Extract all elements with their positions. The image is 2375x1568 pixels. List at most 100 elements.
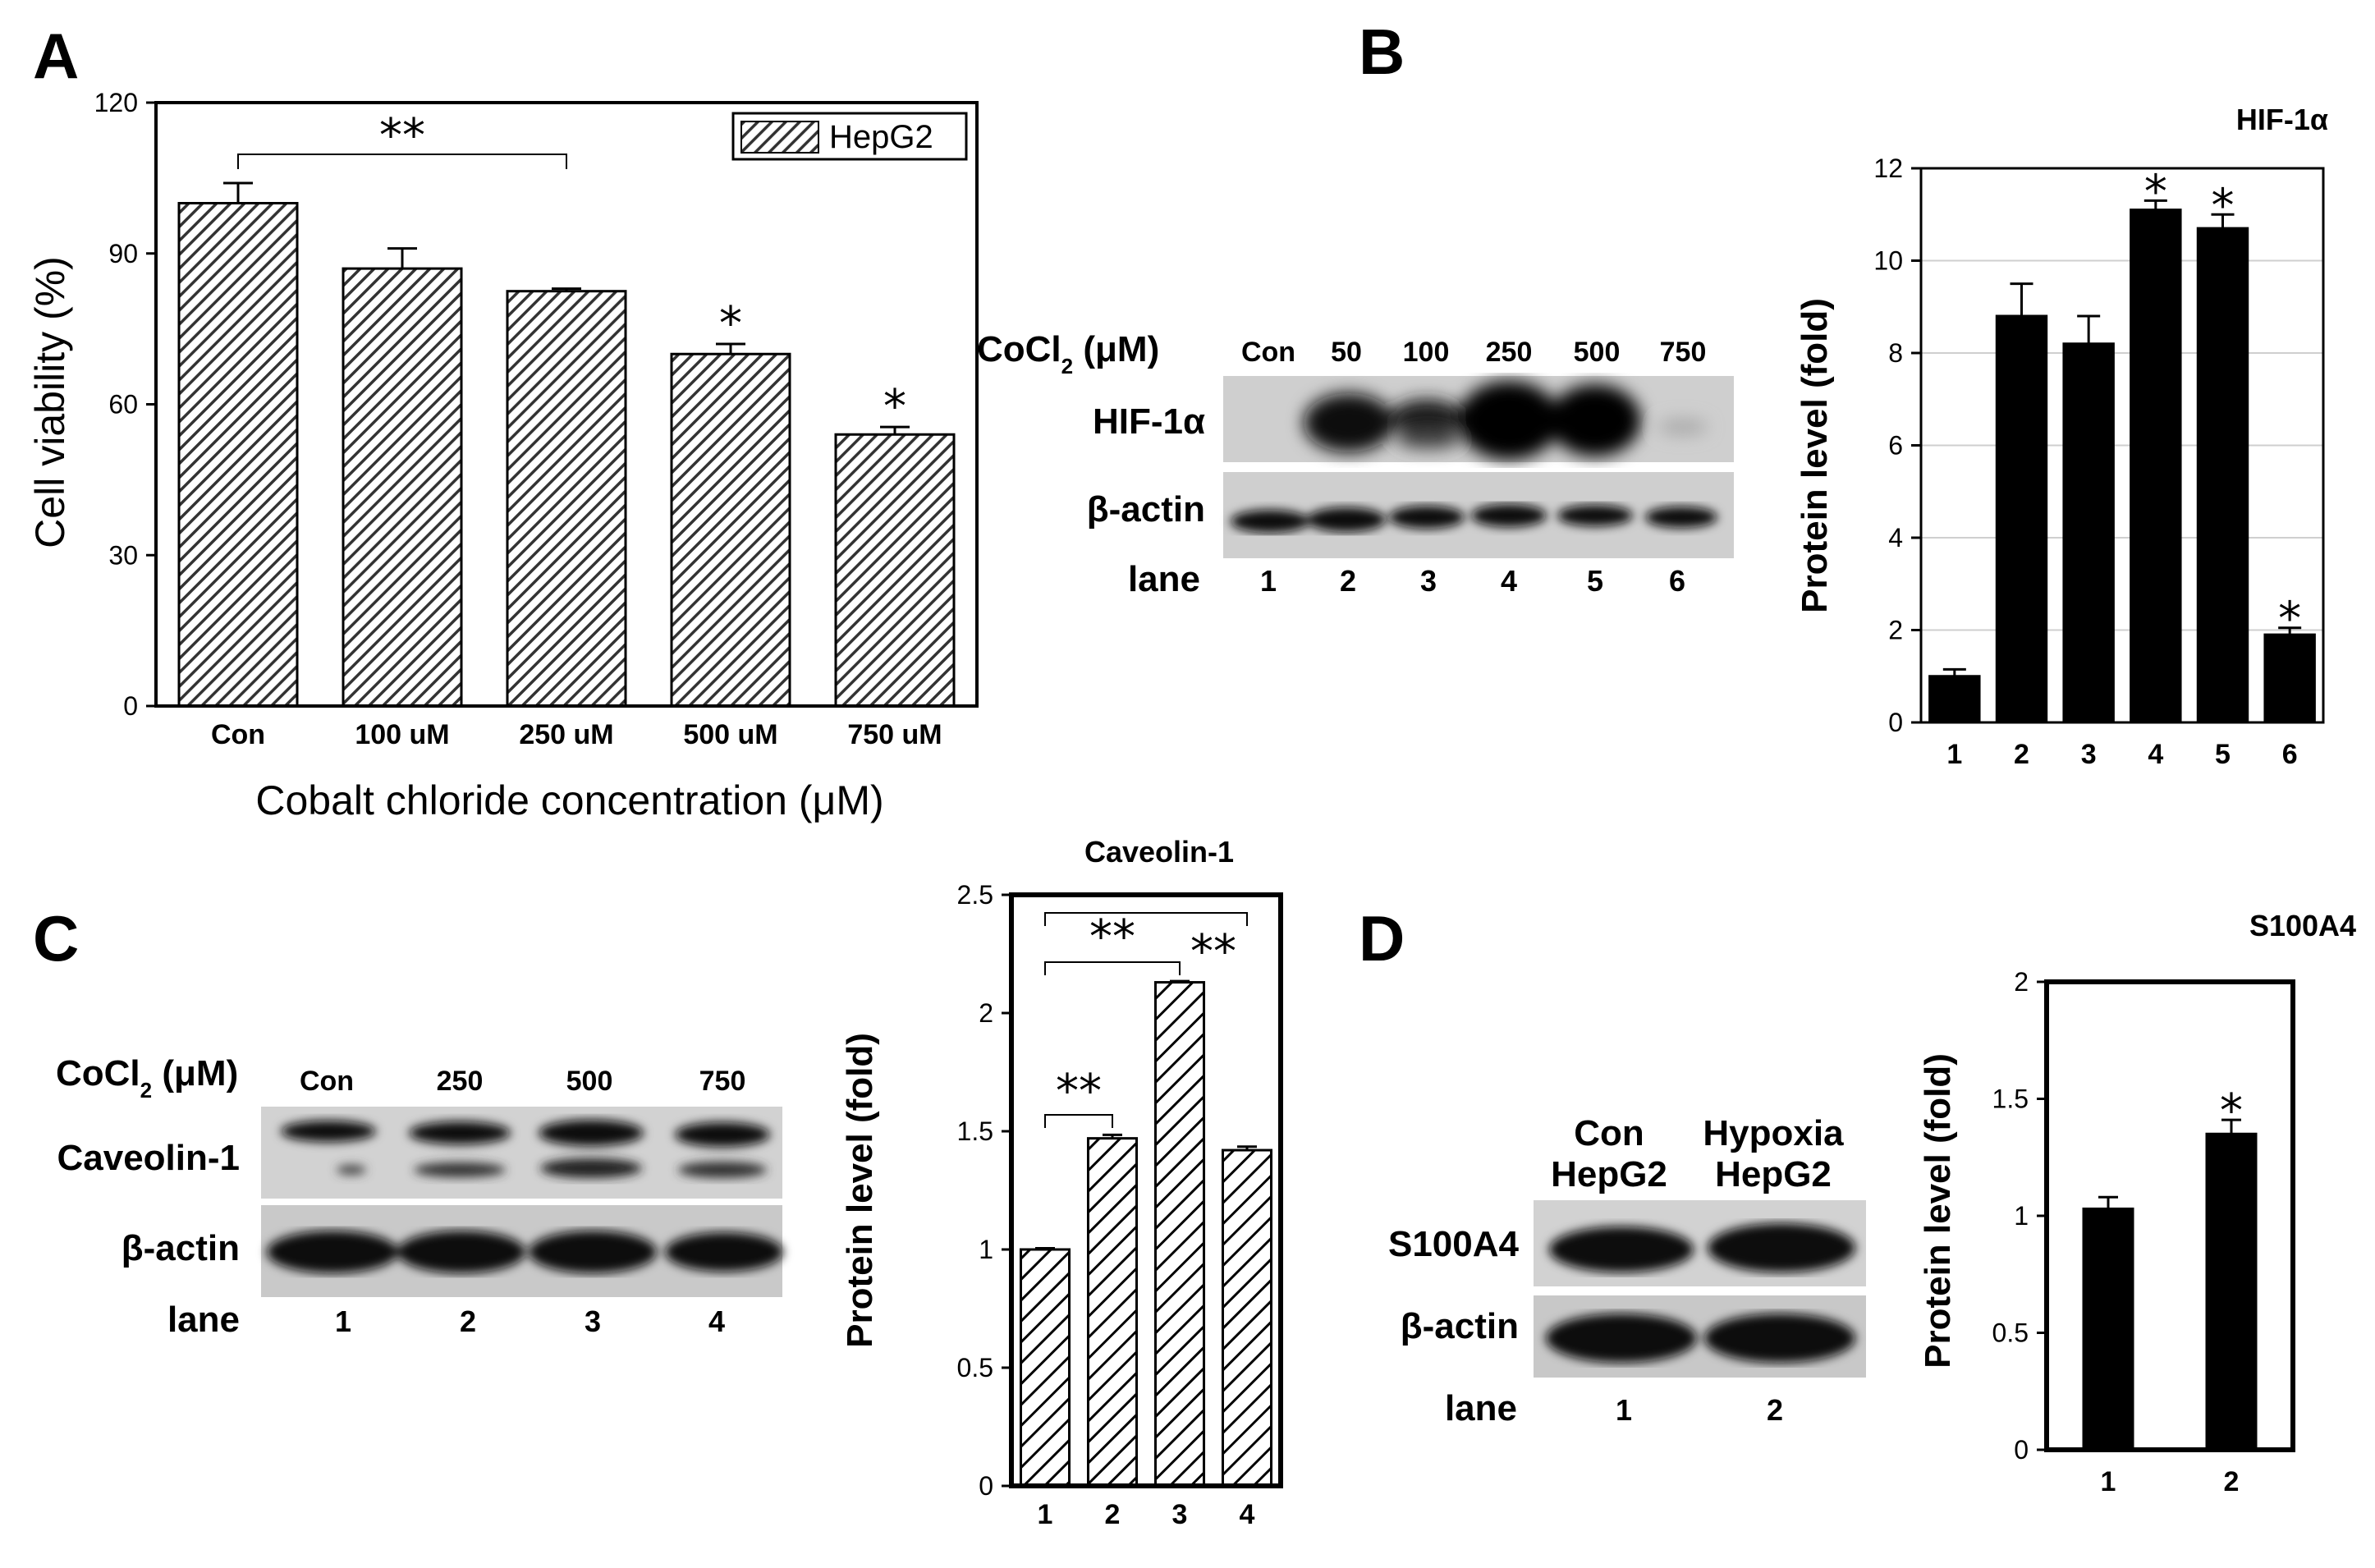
blot-d-lane-1: 2 bbox=[1767, 1393, 1783, 1427]
chart-d-ytick-0: 0 bbox=[2014, 1435, 2029, 1465]
chart-a-xtick-3: 500 uM bbox=[683, 719, 777, 750]
chart-b-bar-3 bbox=[2130, 209, 2182, 724]
chart-b-ytick-3: 6 bbox=[1888, 431, 1903, 461]
blot-d-bands-1 bbox=[1546, 1314, 1855, 1363]
chart-a-ytick-1: 30 bbox=[108, 540, 138, 570]
chart-a-bar-1 bbox=[342, 267, 463, 708]
blot-c-lane-label: lane bbox=[167, 1300, 240, 1340]
blot-c-col-2: 500 bbox=[566, 1066, 613, 1097]
blot-b-bands-1 bbox=[1231, 504, 1717, 533]
chart-d-star-1: * bbox=[2220, 1084, 2243, 1138]
chart-b-bar-5 bbox=[2263, 633, 2316, 724]
chart-a-ytick-0: 0 bbox=[123, 691, 138, 721]
chart-c-bracket-stars-1: ** bbox=[1089, 910, 1135, 964]
chart-a-xtick-4: 750 uM bbox=[847, 719, 942, 750]
chart-a-xtick-0: Con bbox=[211, 719, 265, 750]
blot-b-lane-2: 3 bbox=[1420, 564, 1437, 598]
blot-c-bands-0 bbox=[281, 1120, 770, 1178]
blot-c-membrane-0 bbox=[261, 1107, 782, 1199]
blot-d-row-0: S100A4 bbox=[1388, 1224, 1520, 1264]
chart-b-xtick-5: 6 bbox=[2282, 739, 2298, 770]
chart-b-bar-0 bbox=[1928, 675, 1981, 724]
chart-a-bar-2 bbox=[506, 290, 627, 708]
blot-c: CoCl2 (μM) Con 250 500 750 Caveolin-1 β-… bbox=[56, 1053, 783, 1340]
blot-b-row-0: HIF-1α bbox=[1093, 401, 1205, 442]
blot-c-col-0: Con bbox=[300, 1066, 354, 1097]
chart-b-ytick-1: 2 bbox=[1888, 616, 1903, 645]
chart-d: 1 2 * 0 0.5 1 1.5 2 S100A4 Protein level (fold) bbox=[1918, 909, 2356, 1497]
chart-b-title: HIF-1α bbox=[2236, 103, 2328, 136]
chart-c-significance-bracket-2 bbox=[1044, 912, 1248, 926]
chart-b-star-3: * bbox=[2144, 165, 2167, 218]
blot-c-row-0: Caveolin-1 bbox=[57, 1138, 240, 1178]
blot-b-col-1: 50 bbox=[1331, 337, 1362, 368]
blot-b-col-2: 100 bbox=[1403, 337, 1450, 368]
blot-d-lane-0: 1 bbox=[1616, 1393, 1632, 1427]
blot-b-col-0: Con bbox=[1241, 337, 1295, 368]
chart-c-bracket-stars-2: ** bbox=[1190, 925, 1236, 979]
blot-d-bands-0 bbox=[1549, 1223, 1855, 1272]
panel-label-d: D bbox=[1359, 902, 1405, 974]
blot-d-col-0-line2: HepG2 bbox=[1551, 1154, 1667, 1194]
blot-c-treatment-label: CoCl2 (μM) bbox=[56, 1053, 238, 1103]
chart-c: 1 2 3 4 0 0.5 1 1.5 2 2.5 ** ** ** Caveolin-1 Protei… bbox=[840, 835, 1283, 1530]
panel-label-b: B bbox=[1359, 16, 1405, 88]
blot-b-col-4: 500 bbox=[1574, 337, 1621, 368]
blot-b-lane-4: 5 bbox=[1587, 564, 1603, 598]
chart-a-xtick-2: 250 uM bbox=[519, 719, 613, 750]
chart-a-legend-swatch bbox=[740, 121, 819, 154]
chart-a-legend-label: HepG2 bbox=[829, 119, 933, 155]
chart-c-xtick-2: 3 bbox=[1172, 1499, 1188, 1530]
chart-d-ytick-1: 0.5 bbox=[1992, 1318, 2029, 1348]
chart-d-ylabel: Protein level (fold) bbox=[1918, 1053, 1958, 1369]
chart-a-ytick-3: 90 bbox=[108, 239, 138, 268]
chart-c-xtick-3: 4 bbox=[1240, 1499, 1255, 1530]
blot-d: Con HepG2 Hypoxia HepG2 S100A4 β-actin l… bbox=[1388, 1113, 1866, 1428]
chart-a-xlabel: Cobalt chloride concentration (μM) bbox=[255, 777, 883, 823]
chart-a-significance-bracket bbox=[237, 154, 567, 169]
blot-b-lane-3: 4 bbox=[1501, 564, 1517, 598]
chart-c-significance-bracket-0 bbox=[1044, 1114, 1113, 1128]
chart-a-ylabel: Cell viability (%) bbox=[27, 256, 73, 548]
chart-c-marks: 1 2 3 4 0 0.5 1 1.5 2 2.5 ** ** ** bbox=[957, 880, 1283, 1530]
blot-b-lane-0: 1 bbox=[1260, 564, 1277, 598]
chart-c-title: Caveolin-1 bbox=[1084, 835, 1234, 869]
chart-b-ytick-4: 8 bbox=[1888, 338, 1903, 368]
chart-b-star-4: * bbox=[2212, 179, 2235, 232]
chart-a-marks: Con 100 uM 250 uM 500 uM * 750 uM * 0 30 60 90 120 *… bbox=[94, 88, 979, 750]
blot-d-lane-label: lane bbox=[1445, 1388, 1517, 1428]
chart-d-ytick-3: 1.5 bbox=[1992, 1084, 2029, 1114]
blot-b: CoCl2 (μM) Con 50 100 250 500 750 HIF-1α… bbox=[977, 329, 1734, 599]
chart-d-xtick-0: 1 bbox=[2101, 1466, 2116, 1497]
chart-c-bracket-stars-0: ** bbox=[1056, 1065, 1102, 1118]
panel-label-c: C bbox=[33, 902, 79, 974]
chart-b-bar-2 bbox=[2062, 342, 2115, 724]
blot-d-col-0-line1: Con bbox=[1574, 1113, 1644, 1153]
chart-b-ytick-0: 0 bbox=[1888, 708, 1903, 737]
chart-b-ytick-2: 4 bbox=[1888, 523, 1903, 552]
blot-d-row-1: β-actin bbox=[1401, 1306, 1519, 1346]
blot-c-col-1: 250 bbox=[437, 1066, 484, 1097]
chart-d-bar-1 bbox=[2205, 1132, 2258, 1451]
blot-d-col-1-line2: HepG2 bbox=[1715, 1154, 1832, 1194]
panel-label-a: A bbox=[33, 20, 79, 92]
blot-b-bands-0 bbox=[1304, 381, 1708, 460]
chart-d-ytick-4: 2 bbox=[2014, 967, 2029, 997]
blot-b-lane-1: 2 bbox=[1340, 564, 1356, 598]
chart-a-bar-0 bbox=[177, 202, 299, 708]
chart-c-ylabel: Protein level (fold) bbox=[840, 1033, 880, 1348]
chart-a-star-4: * bbox=[883, 380, 906, 433]
chart-d-bar-0 bbox=[2082, 1207, 2134, 1451]
chart-c-ytick-5: 2.5 bbox=[957, 880, 993, 910]
chart-b-xtick-4: 5 bbox=[2215, 739, 2231, 770]
chart-b-ytick-5: 10 bbox=[1873, 246, 1903, 276]
chart-d-title: S100A4 bbox=[2249, 909, 2356, 942]
blot-c-lane-3: 4 bbox=[708, 1304, 725, 1338]
chart-b-xtick-0: 1 bbox=[1946, 739, 1962, 770]
blot-b-treatment-label: CoCl2 (μM) bbox=[977, 329, 1159, 378]
chart-a-bar-3 bbox=[670, 352, 791, 708]
blot-c-col-3: 750 bbox=[699, 1066, 746, 1097]
chart-d-ytick-2: 1 bbox=[2014, 1201, 2029, 1231]
chart-a-xtick-1: 100 uM bbox=[355, 719, 449, 750]
